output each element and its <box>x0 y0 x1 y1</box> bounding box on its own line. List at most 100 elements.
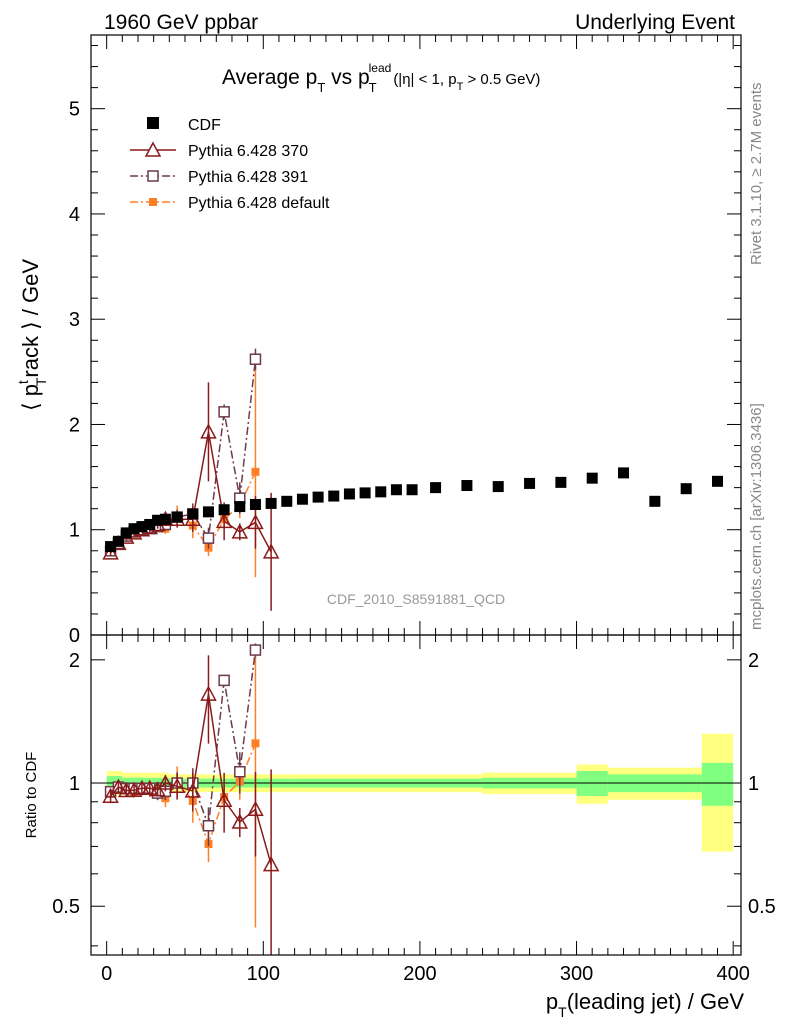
data-point-cdf <box>218 504 230 516</box>
x-tick-label: 100 <box>247 963 280 985</box>
ratio-data-point <box>218 674 230 687</box>
mcplots-label: mcplots.cern.ch [arXiv:1306.3436] <box>748 403 765 630</box>
data-point <box>202 532 215 544</box>
data-point-cdf <box>430 482 442 494</box>
legend-marker-cdf <box>147 117 159 129</box>
y-tick-label: 2 <box>69 414 80 436</box>
y-tick-label: 4 <box>69 204 80 226</box>
ratio-data-point <box>234 765 246 778</box>
data-point-cdf <box>343 488 355 500</box>
ratio-y-tick-label: 0.5 <box>52 896 80 918</box>
data-point <box>251 467 260 476</box>
ratio-data-point <box>262 856 280 872</box>
data-point-cdf <box>492 481 504 493</box>
data-point-cdf <box>234 501 246 513</box>
data-point-cdf <box>128 523 140 535</box>
legend-marker-default <box>149 198 157 206</box>
ratio-data-point <box>110 778 127 794</box>
data-point-cdf <box>159 513 171 525</box>
data-point-cdf <box>712 475 724 487</box>
ratio-y-tick-label-right: 1 <box>748 773 759 795</box>
ratio-y-tick-label-right: 0.5 <box>748 896 776 918</box>
ratio-data-point <box>200 685 217 701</box>
data-layer <box>102 348 724 955</box>
x-tick-label: 200 <box>403 963 436 985</box>
header-right: Underlying Event <box>575 11 735 34</box>
data-point-cdf <box>265 497 277 509</box>
data-point <box>215 512 233 529</box>
data-point-cdf <box>312 491 324 503</box>
legend-label-370: Pythia 6.428 370 <box>188 143 308 160</box>
data-point <box>218 406 230 418</box>
ratio-data-point <box>184 782 202 798</box>
data-point <box>249 353 262 365</box>
ratio-y-tick-label: 2 <box>69 650 80 672</box>
data-point-cdf <box>171 511 183 523</box>
data-point-cdf <box>555 476 567 488</box>
data-point-cdf <box>296 493 308 505</box>
x-axis-label: pT(leading jet) / GeV <box>546 989 744 1020</box>
data-point <box>247 513 264 530</box>
rivet-label: Rivet 3.1.10, ≥ 2.7M events <box>748 83 765 266</box>
legend: CDF Pythia 6.428 370 Pythia 6.428 391 Py… <box>130 117 330 212</box>
ratio-data-point <box>168 777 186 793</box>
analysis-watermark: CDF_2010_S8591881_QCD <box>327 591 505 607</box>
y-axis-label: ⟨ pt Track ⟩ / GeV <box>15 259 49 411</box>
ratio-frame <box>90 634 742 956</box>
y-tick-label: 3 <box>69 309 80 331</box>
data-point-cdf <box>375 486 387 498</box>
ratio-data-point <box>141 779 158 795</box>
ratio-y-axis-label: Ratio to CDF <box>23 752 40 839</box>
data-point <box>262 543 280 559</box>
data-point-cdf <box>136 521 148 533</box>
ratio-data-point <box>247 800 264 816</box>
ratio-stat-band <box>701 762 734 806</box>
ratio-data-point <box>231 813 249 829</box>
ratio-y-tick-label: 1 <box>69 773 80 795</box>
plot-title: Average pT vs pTlead(|η| < 1, pT > 0.5 G… <box>222 61 540 95</box>
data-point-cdf <box>586 472 598 484</box>
data-point-cdf <box>406 484 418 496</box>
data-point-cdf <box>105 541 117 553</box>
ratio-series-line <box>110 649 257 827</box>
data-point-cdf <box>281 495 293 507</box>
ratio-data-point <box>157 774 174 790</box>
data-point <box>200 423 217 439</box>
legend-label-391: Pythia 6.428 391 <box>188 169 308 186</box>
header-left: 1960 GeV ppbar <box>104 11 258 34</box>
data-point <box>102 544 119 560</box>
data-point-cdf <box>328 490 340 502</box>
data-point-cdf <box>187 508 199 520</box>
data-point-cdf <box>152 514 164 526</box>
x-tick-label: 300 <box>560 963 593 985</box>
data-point-cdf <box>144 518 156 530</box>
ratio-data-point <box>215 791 233 808</box>
data-point-cdf <box>120 527 132 539</box>
ratio-data-point <box>202 820 215 832</box>
ratio-data-point <box>251 739 260 748</box>
data-point-cdf <box>359 487 371 499</box>
ratio-data-point <box>102 787 119 803</box>
y-tick-label: 1 <box>69 520 80 542</box>
legend-label-default: Pythia 6.428 default <box>188 195 330 212</box>
data-point-cdf <box>202 506 214 518</box>
data-point-cdf <box>390 484 402 496</box>
ratio-data-point <box>249 644 262 656</box>
data-point <box>231 523 249 539</box>
legend-label-cdf: CDF <box>188 117 221 134</box>
data-point-cdf <box>524 477 536 489</box>
data-point-cdf <box>112 535 124 547</box>
legend-marker-391 <box>147 170 159 182</box>
data-point-cdf <box>461 480 473 492</box>
ratio-y-tick-label-right: 2 <box>748 650 759 672</box>
data-point-cdf <box>249 498 261 510</box>
y-tick-label: 0 <box>69 625 80 647</box>
x-tick-label: 400 <box>716 963 749 985</box>
axes-layer: 0 100 200 300 400 0 1 2 3 4 5 0.5 0.5 1 1 2 2 <box>52 34 776 985</box>
data-point-cdf <box>618 467 630 479</box>
legend-marker-370 <box>144 141 162 157</box>
x-tick-label: 0 <box>101 963 112 985</box>
data-point-cdf <box>680 483 692 495</box>
y-tick-label: 5 <box>69 99 80 121</box>
